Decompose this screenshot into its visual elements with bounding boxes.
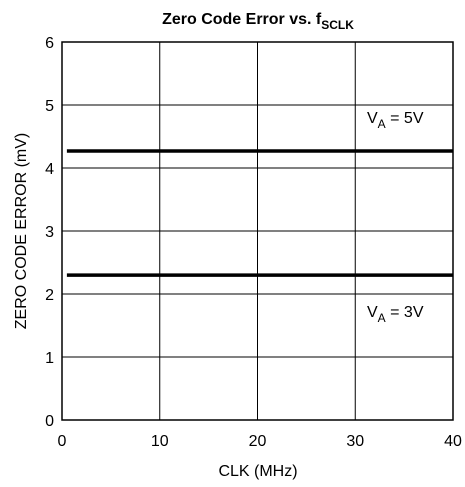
- x-tick-label: 0: [58, 433, 67, 450]
- y-tick-label: 0: [45, 413, 54, 430]
- title-sub: SCLK: [321, 18, 354, 32]
- x-axis-label: CLK (MHz): [218, 463, 297, 480]
- chart-title: Zero Code Error vs. fSCLK: [162, 11, 354, 32]
- label-main: V: [367, 110, 378, 127]
- y-axis-label: ZERO CODE ERROR (mV): [13, 133, 30, 329]
- x-tick-label: 40: [444, 433, 462, 450]
- label-sub: A: [378, 311, 386, 325]
- x-tick-label: 30: [346, 433, 364, 450]
- y-tick-label: 2: [45, 287, 54, 304]
- series-label: VA = 5V: [367, 110, 424, 131]
- y-tick-label: 5: [45, 98, 54, 115]
- plot-frame: [61, 41, 454, 421]
- y-tick-label: 1: [45, 350, 54, 367]
- x-tick-label: 20: [249, 433, 267, 450]
- y-tick-label: 4: [45, 161, 54, 178]
- title-main: Zero Code Error vs. f: [162, 11, 322, 28]
- y-tick-label: 3: [45, 224, 54, 241]
- label-main: V: [367, 304, 378, 321]
- y-tick-label: 6: [45, 35, 54, 52]
- series-label: VA = 3V: [367, 304, 424, 325]
- x-tick-label: 10: [151, 433, 169, 450]
- label-rest: = 5V: [386, 110, 424, 127]
- label-sub: A: [378, 117, 386, 131]
- label-rest: = 3V: [386, 304, 424, 321]
